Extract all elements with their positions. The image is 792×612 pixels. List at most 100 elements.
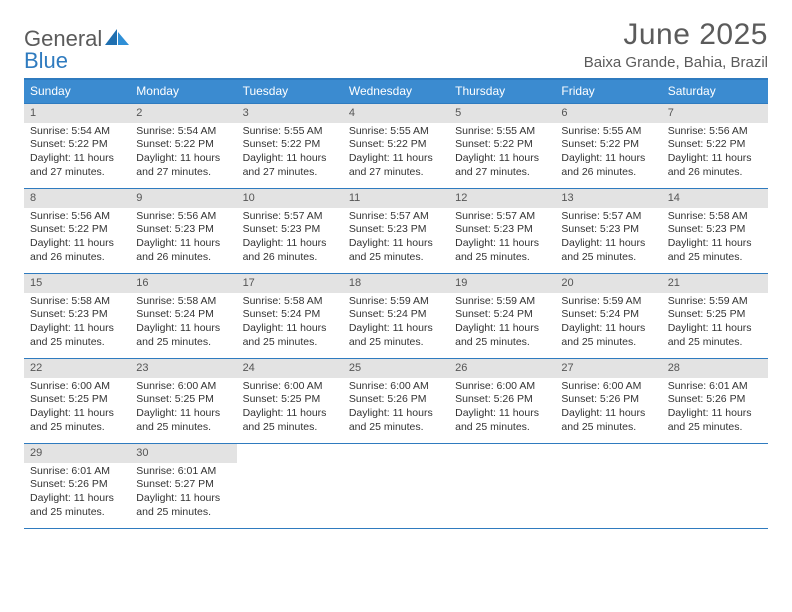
daylight-line2: and 26 minutes. [668,166,762,180]
day-details: Sunrise: 5:55 AMSunset: 5:22 PMDaylight:… [555,123,661,185]
sunrise-text: Sunrise: 6:00 AM [349,380,443,394]
day-number: 18 [343,274,449,293]
daylight-line2: and 25 minutes. [136,506,230,520]
day-details: Sunrise: 5:57 AMSunset: 5:23 PMDaylight:… [343,208,449,270]
sunset-text: Sunset: 5:23 PM [243,223,337,237]
day-number: 7 [662,104,768,123]
sunrise-text: Sunrise: 5:56 AM [668,125,762,139]
sunset-text: Sunset: 5:24 PM [561,308,655,322]
sunrise-text: Sunrise: 5:56 AM [30,210,124,224]
daylight-line1: Daylight: 11 hours [668,152,762,166]
calendar-day: 7Sunrise: 5:56 AMSunset: 5:22 PMDaylight… [662,104,768,188]
calendar-day: 18Sunrise: 5:59 AMSunset: 5:24 PMDayligh… [343,274,449,358]
daylight-line1: Daylight: 11 hours [30,237,124,251]
sunrise-text: Sunrise: 5:58 AM [30,295,124,309]
daylight-line1: Daylight: 11 hours [30,322,124,336]
daylight-line1: Daylight: 11 hours [243,152,337,166]
sunrise-text: Sunrise: 5:55 AM [561,125,655,139]
daylight-line1: Daylight: 11 hours [243,407,337,421]
calendar-week: 29Sunrise: 6:01 AMSunset: 5:26 PMDayligh… [24,444,768,529]
sunrise-text: Sunrise: 6:00 AM [455,380,549,394]
sunset-text: Sunset: 5:22 PM [243,138,337,152]
day-details: Sunrise: 6:01 AMSunset: 5:26 PMDaylight:… [24,463,130,525]
calendar-day: 21Sunrise: 5:59 AMSunset: 5:25 PMDayligh… [662,274,768,358]
day-details: Sunrise: 6:00 AMSunset: 5:25 PMDaylight:… [237,378,343,440]
sunrise-text: Sunrise: 5:54 AM [30,125,124,139]
daylight-line1: Daylight: 11 hours [561,322,655,336]
sunset-text: Sunset: 5:27 PM [136,478,230,492]
calendar-day: 25Sunrise: 6:00 AMSunset: 5:26 PMDayligh… [343,359,449,443]
calendar-day: 23Sunrise: 6:00 AMSunset: 5:25 PMDayligh… [130,359,236,443]
daylight-line1: Daylight: 11 hours [30,407,124,421]
daylight-line2: and 25 minutes. [243,421,337,435]
sunrise-text: Sunrise: 5:59 AM [668,295,762,309]
dow-wednesday: Wednesday [343,80,449,103]
sunrise-text: Sunrise: 6:01 AM [668,380,762,394]
dow-tuesday: Tuesday [237,80,343,103]
daylight-line1: Daylight: 11 hours [349,322,443,336]
sunset-text: Sunset: 5:26 PM [349,393,443,407]
day-number: 12 [449,189,555,208]
day-number: 11 [343,189,449,208]
daylight-line2: and 26 minutes. [243,251,337,265]
daylight-line2: and 27 minutes. [455,166,549,180]
header: General Blue June 2025 Baixa Grande, Bah… [24,18,768,72]
sunrise-text: Sunrise: 5:54 AM [136,125,230,139]
sunset-text: Sunset: 5:23 PM [668,223,762,237]
day-number: 26 [449,359,555,378]
daylight-line1: Daylight: 11 hours [136,322,230,336]
day-details: Sunrise: 5:57 AMSunset: 5:23 PMDaylight:… [449,208,555,270]
calendar-day: 6Sunrise: 5:55 AMSunset: 5:22 PMDaylight… [555,104,661,188]
brand-logo: General Blue [24,26,130,72]
calendar-day: 9Sunrise: 5:56 AMSunset: 5:23 PMDaylight… [130,189,236,273]
daylight-line1: Daylight: 11 hours [30,492,124,506]
daylight-line2: and 25 minutes. [561,251,655,265]
sunset-text: Sunset: 5:23 PM [455,223,549,237]
daylight-line2: and 27 minutes. [30,166,124,180]
daylight-line2: and 25 minutes. [455,336,549,350]
daylight-line2: and 25 minutes. [136,421,230,435]
sunrise-text: Sunrise: 5:58 AM [668,210,762,224]
sunset-text: Sunset: 5:23 PM [561,223,655,237]
day-details: Sunrise: 5:55 AMSunset: 5:22 PMDaylight:… [449,123,555,185]
sunset-text: Sunset: 5:25 PM [30,393,124,407]
dow-sunday: Sunday [24,80,130,103]
calendar: Sunday Monday Tuesday Wednesday Thursday… [24,78,768,529]
brand-sail-icon [104,28,130,46]
daylight-line2: and 25 minutes. [30,421,124,435]
daylight-line2: and 26 minutes. [561,166,655,180]
sunset-text: Sunset: 5:22 PM [561,138,655,152]
calendar-day: 11Sunrise: 5:57 AMSunset: 5:23 PMDayligh… [343,189,449,273]
sunrise-text: Sunrise: 6:00 AM [243,380,337,394]
month-title: June 2025 [584,18,768,52]
day-details: Sunrise: 5:58 AMSunset: 5:23 PMDaylight:… [24,293,130,355]
calendar-day: 4Sunrise: 5:55 AMSunset: 5:22 PMDaylight… [343,104,449,188]
day-number: 17 [237,274,343,293]
day-details: Sunrise: 5:59 AMSunset: 5:24 PMDaylight:… [449,293,555,355]
title-block: June 2025 Baixa Grande, Bahia, Brazil [584,18,768,71]
dow-friday: Friday [555,80,661,103]
calendar-day [343,444,449,528]
daylight-line1: Daylight: 11 hours [668,237,762,251]
page: General Blue June 2025 Baixa Grande, Bah… [0,0,792,529]
calendar-day: 30Sunrise: 6:01 AMSunset: 5:27 PMDayligh… [130,444,236,528]
sunrise-text: Sunrise: 5:58 AM [243,295,337,309]
sunrise-text: Sunrise: 6:00 AM [561,380,655,394]
daylight-line1: Daylight: 11 hours [349,237,443,251]
daylight-line1: Daylight: 11 hours [561,152,655,166]
day-details: Sunrise: 6:01 AMSunset: 5:27 PMDaylight:… [130,463,236,525]
day-number: 21 [662,274,768,293]
day-details: Sunrise: 5:56 AMSunset: 5:23 PMDaylight:… [130,208,236,270]
sunset-text: Sunset: 5:26 PM [561,393,655,407]
sunset-text: Sunset: 5:23 PM [136,223,230,237]
day-number: 15 [24,274,130,293]
day-number: 4 [343,104,449,123]
sunset-text: Sunset: 5:26 PM [668,393,762,407]
day-details: Sunrise: 5:55 AMSunset: 5:22 PMDaylight:… [343,123,449,185]
daylight-line2: and 25 minutes. [136,336,230,350]
daylight-line2: and 26 minutes. [30,251,124,265]
daylight-line1: Daylight: 11 hours [561,237,655,251]
daylight-line1: Daylight: 11 hours [136,237,230,251]
sunrise-text: Sunrise: 5:57 AM [561,210,655,224]
daylight-line1: Daylight: 11 hours [668,322,762,336]
